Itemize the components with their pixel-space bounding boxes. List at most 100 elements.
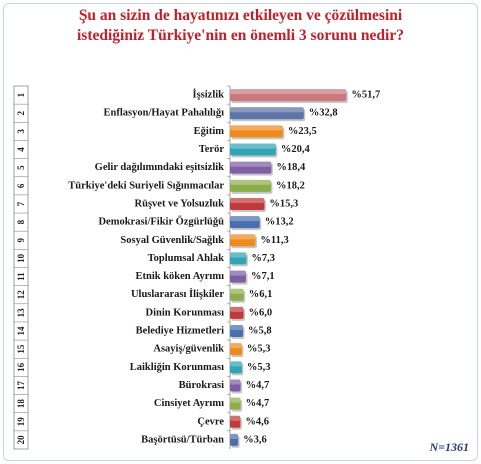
data-label: %4,7 (246, 380, 270, 391)
data-label: %18,4 (276, 162, 306, 173)
data-label: %4,6 (245, 416, 269, 427)
bar-highlight (230, 125, 283, 131)
category-label: Laikliğin Korunması (130, 362, 224, 373)
category-label: Türkiye'deki Suriyeli Sığınmacılar (68, 180, 224, 191)
category-label: Dinin Korunması (146, 307, 225, 318)
bar-highlight (230, 89, 347, 95)
bar (230, 270, 246, 283)
bar-highlight (230, 252, 247, 258)
rank-label: 3 (16, 129, 26, 134)
bar (230, 125, 283, 138)
category-label: Rüşvet ve Yolsuzluk (135, 198, 225, 209)
data-label: %6,1 (249, 289, 273, 300)
bar (230, 179, 271, 192)
bar-highlight (230, 343, 242, 349)
data-label: %3,6 (243, 434, 267, 445)
data-label: %7,1 (251, 271, 275, 282)
data-label: %20,4 (281, 144, 311, 155)
data-label: %15,3 (269, 198, 298, 209)
rank-label: 2 (16, 110, 26, 115)
category-label: Toplumsal Ahlak (148, 253, 225, 264)
rank-label: 5 (16, 165, 26, 170)
category-label: Başörtüsü/Türban (141, 434, 224, 445)
bar (230, 306, 244, 319)
bar-highlight (230, 197, 265, 204)
category-label: Terör (199, 144, 225, 155)
rank-label: 15 (16, 344, 26, 354)
rank-label: 14 (16, 326, 26, 336)
category-label: İşsizlik (192, 89, 224, 101)
bar-highlight (230, 433, 239, 439)
bar-highlight (230, 288, 244, 294)
bar-highlight (230, 107, 304, 113)
rank-label: 6 (16, 183, 26, 188)
category-label: Gelir dağılımındaki eşitsizlik (95, 162, 224, 173)
bar (230, 433, 239, 446)
bar (230, 361, 242, 374)
bar (230, 216, 260, 229)
data-label: %5,3 (247, 344, 271, 355)
rank-label: 20 (16, 435, 26, 445)
data-label: %4,7 (246, 398, 270, 409)
category-label: Belediye Hizmetleri (136, 326, 224, 337)
rank-label: 17 (16, 380, 26, 390)
bar (230, 325, 244, 338)
bar (230, 397, 241, 410)
bar (230, 197, 265, 210)
bar (230, 252, 247, 265)
category-label: Sosyal Güvenlik/Sağlık (120, 235, 224, 246)
bar-highlight (230, 379, 241, 385)
bar (230, 234, 256, 247)
category-label: Bürokrasi (179, 380, 224, 391)
bar-highlight (230, 397, 241, 403)
rank-label: 13 (16, 308, 26, 318)
rank-label: 8 (16, 219, 26, 224)
bar (230, 107, 304, 120)
chart-title: Şu an sizin de hayatınızı etkileyen ve ç… (0, 6, 481, 46)
data-label: %23,5 (288, 126, 317, 137)
sample-size-note: N=1361 (429, 440, 469, 454)
bar (230, 161, 272, 174)
data-label: %6,0 (249, 307, 273, 318)
bar-highlight (230, 161, 272, 167)
rank-label: 9 (16, 238, 26, 243)
bar (230, 89, 347, 102)
rank-label: 11 (16, 272, 26, 281)
category-label: Demokrasi/Fikir Özgürlüğü (98, 215, 224, 228)
rank-label: 1 (16, 92, 26, 97)
rank-label: 10 (16, 253, 26, 263)
rank-label: 4 (16, 147, 26, 152)
category-label: Asayiş/güvenlik (153, 344, 224, 355)
bar (230, 415, 241, 428)
bar-highlight (230, 306, 244, 312)
data-label: %18,2 (276, 180, 305, 191)
category-label: Eğitim (194, 126, 225, 137)
bar-highlight (230, 216, 260, 222)
category-label: Uluslararası İlişkiler (131, 288, 224, 300)
data-label: %51,7 (351, 90, 380, 101)
data-label: %11,3 (260, 235, 288, 246)
bar-highlight (230, 179, 271, 185)
rank-label: 7 (16, 201, 26, 206)
bar (230, 379, 241, 392)
data-label: %5,3 (247, 362, 271, 373)
category-label: Çevre (197, 416, 224, 427)
bar-highlight (230, 415, 241, 421)
rank-label: 18 (16, 399, 26, 409)
title-line-1: Şu an sizin de hayatınızı etkileyen ve ç… (78, 7, 403, 24)
data-label: %7,3 (251, 253, 275, 264)
bar (230, 343, 242, 356)
bar-highlight (230, 325, 244, 331)
category-label: Etnik köken Ayrımı (136, 271, 225, 282)
bar (230, 288, 244, 301)
rank-label: 12 (16, 290, 26, 300)
data-label: %32,8 (309, 108, 338, 119)
bar (230, 143, 276, 156)
bar-highlight (230, 234, 256, 240)
rank-label: 19 (16, 417, 26, 427)
title-line-2: istediğiniz Türkiye'nin en önemli 3 soru… (77, 27, 404, 44)
bar-highlight (230, 270, 246, 276)
category-label: Cinsiyet Ayrımı (154, 398, 224, 409)
data-label: %13,2 (265, 217, 294, 228)
